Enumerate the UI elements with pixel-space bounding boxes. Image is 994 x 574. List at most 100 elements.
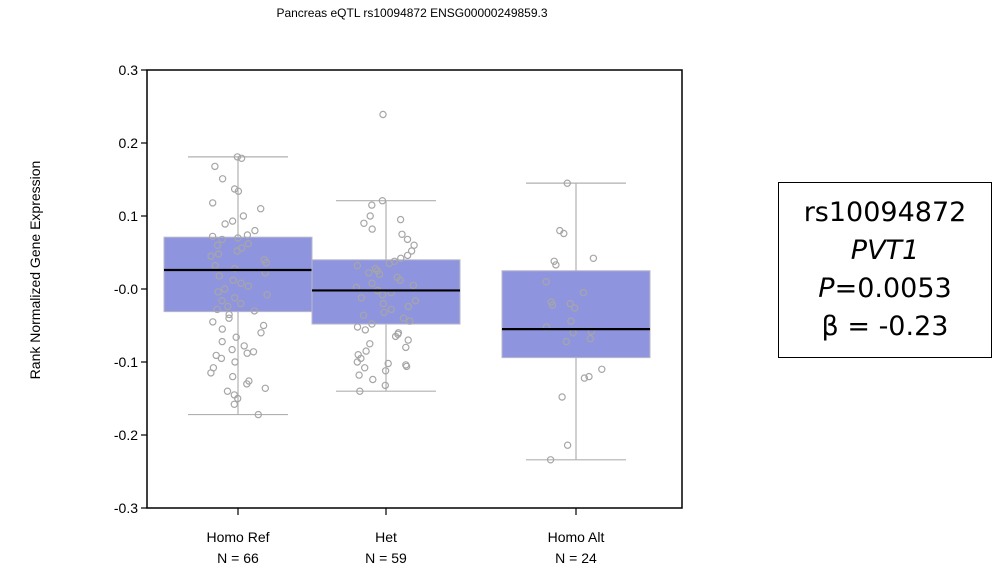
data-point (409, 281, 418, 290)
data-point (237, 279, 245, 287)
data-point (580, 374, 589, 382)
data-point (355, 371, 363, 379)
data-point (353, 358, 361, 366)
data-point (263, 291, 271, 299)
data-point (243, 380, 251, 388)
stats-box: rs10094872 PVT1 P=0.0053 β = -0.23 (778, 182, 992, 358)
data-point (391, 332, 400, 341)
data-point (215, 272, 223, 280)
data-point (404, 336, 412, 344)
data-point (566, 299, 574, 308)
data-point (211, 261, 219, 270)
data-point (404, 302, 412, 311)
data-point (225, 314, 233, 322)
data-point (366, 212, 374, 220)
data-point (230, 185, 239, 193)
group-homo-alt (501, 179, 651, 464)
data-point (233, 394, 242, 403)
data-point (231, 358, 239, 366)
data-point (366, 340, 374, 348)
data-point (375, 270, 384, 279)
data-point (207, 369, 215, 377)
data-point (218, 325, 226, 333)
x-tick-count: N = 24 (555, 550, 597, 566)
data-point (218, 337, 226, 346)
data-point (373, 267, 382, 275)
data-point (368, 279, 376, 287)
data-point (411, 297, 420, 305)
data-point (261, 384, 269, 392)
group-het (311, 110, 461, 395)
data-point (228, 372, 237, 381)
data-point (356, 387, 364, 395)
data-point (381, 367, 390, 375)
data-point (221, 220, 229, 228)
data-point (380, 308, 388, 317)
data-point (567, 317, 575, 325)
data-point (213, 305, 221, 314)
data-point (362, 347, 370, 355)
data-point (361, 326, 369, 334)
data-layer (163, 110, 651, 464)
data-point (378, 196, 387, 205)
data-point (562, 337, 571, 346)
data-point (585, 372, 593, 381)
data-point (542, 278, 550, 286)
data-point (244, 282, 252, 290)
p-symbol: P (818, 273, 835, 304)
data-point (571, 304, 579, 312)
data-point (371, 264, 380, 273)
data-point (384, 359, 392, 368)
data-point (208, 232, 217, 241)
y-tick-label: 0.2 (119, 135, 139, 151)
data-point (233, 247, 241, 255)
y-tick-label: 0.1 (119, 208, 139, 224)
data-point (378, 291, 387, 299)
p-value-line: P=0.0053 (818, 270, 951, 308)
data-point (402, 343, 410, 352)
data-point (397, 254, 405, 262)
data-point (385, 259, 393, 268)
data-point (218, 235, 226, 244)
data-point (213, 241, 222, 249)
data-point (234, 187, 243, 195)
data-point (552, 261, 560, 269)
data-point (262, 259, 270, 267)
data-point (563, 179, 572, 187)
x-tick-label: Homo Alt (548, 529, 605, 545)
data-point (407, 247, 416, 255)
data-point (237, 299, 245, 308)
data-point (249, 348, 258, 356)
data-point (546, 456, 555, 464)
data-point (586, 334, 595, 343)
data-point (560, 229, 568, 238)
data-point (394, 330, 402, 338)
data-point (244, 239, 252, 248)
data-point (223, 387, 232, 395)
data-point (250, 307, 259, 315)
data-point (209, 318, 217, 326)
data-point (228, 345, 236, 354)
data-point (211, 162, 219, 171)
data-point (369, 375, 377, 384)
p-value: =0.0053 (834, 273, 952, 304)
y-tick-label: 0.3 (119, 62, 139, 78)
beta-value: β = -0.23 (821, 311, 949, 342)
iqr-box (501, 270, 651, 359)
data-point (381, 381, 389, 390)
data-point (406, 317, 414, 325)
data-point (589, 254, 598, 262)
data-point (398, 230, 406, 238)
data-point (234, 234, 242, 242)
data-point (228, 217, 237, 225)
data-point (368, 201, 376, 209)
data-point (558, 393, 566, 401)
data-point (379, 110, 387, 119)
data-point (218, 297, 226, 305)
data-point (232, 333, 240, 341)
iqr-box (311, 259, 461, 325)
data-point (218, 175, 227, 183)
box-plot: Pancreas eQTL rs10094872 ENSG00000249859… (27, 6, 683, 566)
data-point (233, 153, 242, 161)
data-point (208, 199, 217, 207)
